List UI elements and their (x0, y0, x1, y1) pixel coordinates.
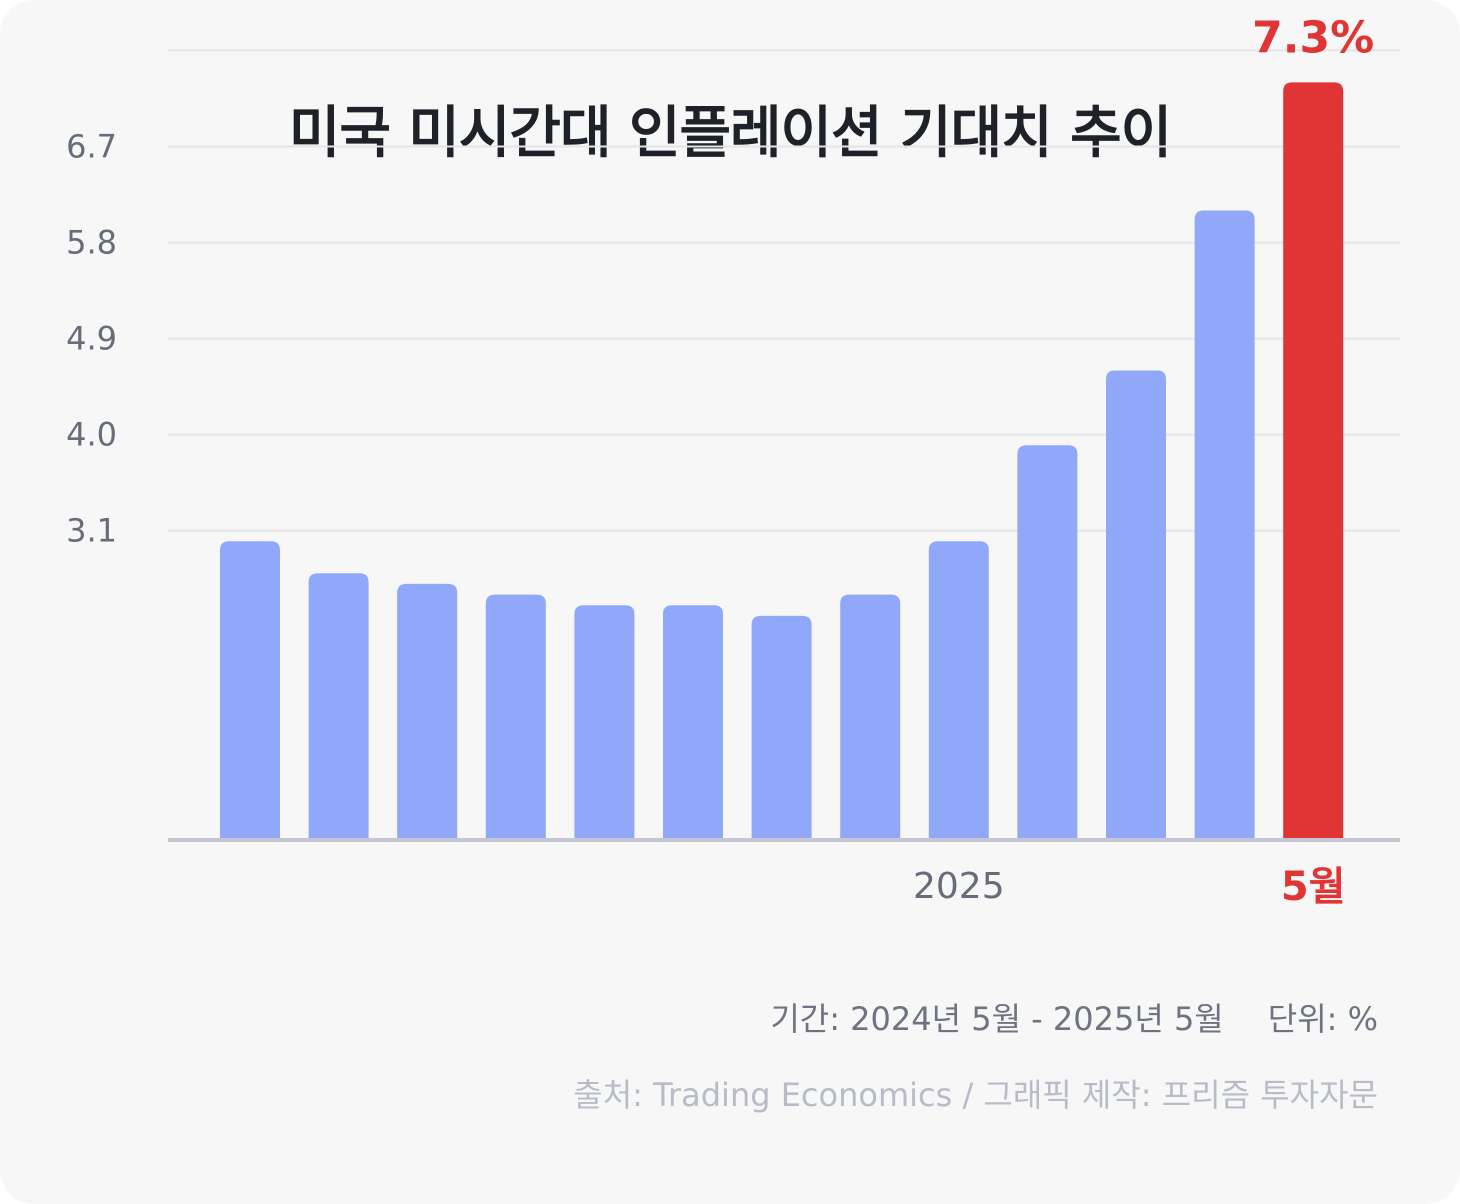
bar (1106, 370, 1166, 840)
bar (574, 605, 635, 840)
bar (663, 605, 723, 840)
y-axis-ticks: 3.1 4.0 4.9 5.8 6.7 (66, 127, 117, 549)
chart-title: 미국 미시간대 인플레이션 기대치 추이 (288, 101, 1172, 166)
bar (928, 541, 989, 840)
source-note: 출처: Trading Economics / 그래픽 제작: 프리즘 투자자문 (573, 1076, 1378, 1114)
highlight-bar (1283, 82, 1344, 841)
bar (397, 583, 458, 840)
unit-text: 단위: % (1267, 1000, 1378, 1038)
period-text: 기간: 2024년 5월 - 2025년 5월 (770, 1000, 1224, 1038)
bar (485, 594, 546, 840)
y-tick-label: 5.8 (66, 223, 117, 261)
y-tick-label: 4.0 (66, 416, 117, 454)
chart-labels: 2025 7.3% 5월 (913, 12, 1374, 910)
y-tick-label: 3.1 (66, 512, 117, 550)
x-axis-year-label: 2025 (913, 866, 1005, 907)
gridlines (168, 49, 1400, 532)
period-unit-note: 기간: 2024년 5월 - 2025년 5월 단위: % (770, 994, 1378, 1040)
highlight-month-label: 5월 (1281, 864, 1346, 910)
y-tick-label: 4.9 (66, 320, 117, 358)
bar (308, 573, 369, 840)
bar (840, 594, 901, 840)
bar (1017, 445, 1078, 840)
bar (220, 541, 280, 840)
y-tick-label: 6.7 (66, 127, 117, 165)
bar (751, 615, 812, 840)
highlight-value-label: 7.3% (1252, 12, 1374, 63)
bar (1194, 210, 1255, 841)
bars (220, 82, 1344, 841)
